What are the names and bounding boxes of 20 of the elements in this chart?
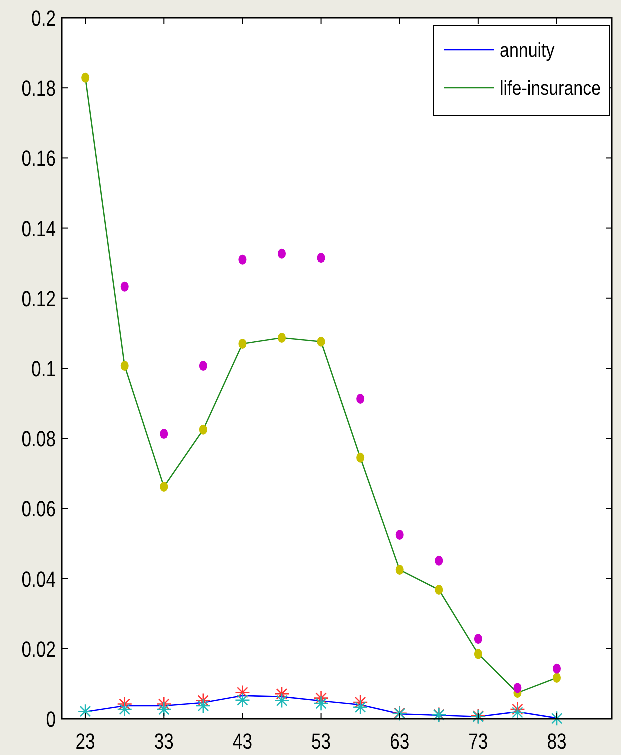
y-tick-label: 0.06 [22, 498, 56, 522]
x-tick-label: 63 [390, 730, 410, 755]
y-tick-label: 0.12 [22, 288, 56, 312]
x-tick-label: 43 [232, 730, 252, 755]
y-tick-label: 0 [46, 708, 56, 733]
y-tick-label: 0.1 [32, 358, 56, 382]
y-tick-label: 0.08 [22, 428, 56, 452]
legend-label: annuity [500, 38, 556, 62]
x-tick-label: 53 [312, 730, 332, 755]
legend-label: life-insurance [500, 76, 602, 100]
x-tick-label: 33 [154, 730, 174, 755]
x-tick-label: 83 [547, 730, 567, 755]
x-tick-label: 73 [468, 730, 488, 755]
y-tick-label: 0.18 [22, 77, 56, 102]
y-tick-label: 0.16 [22, 147, 56, 172]
y-tick-label: 0.02 [22, 638, 56, 662]
y-tick-label: 0.04 [22, 568, 56, 592]
y-tick-label: 0.14 [22, 218, 56, 242]
x-tick-label: 23 [76, 730, 96, 755]
y-tick-label: 0.2 [32, 7, 56, 32]
